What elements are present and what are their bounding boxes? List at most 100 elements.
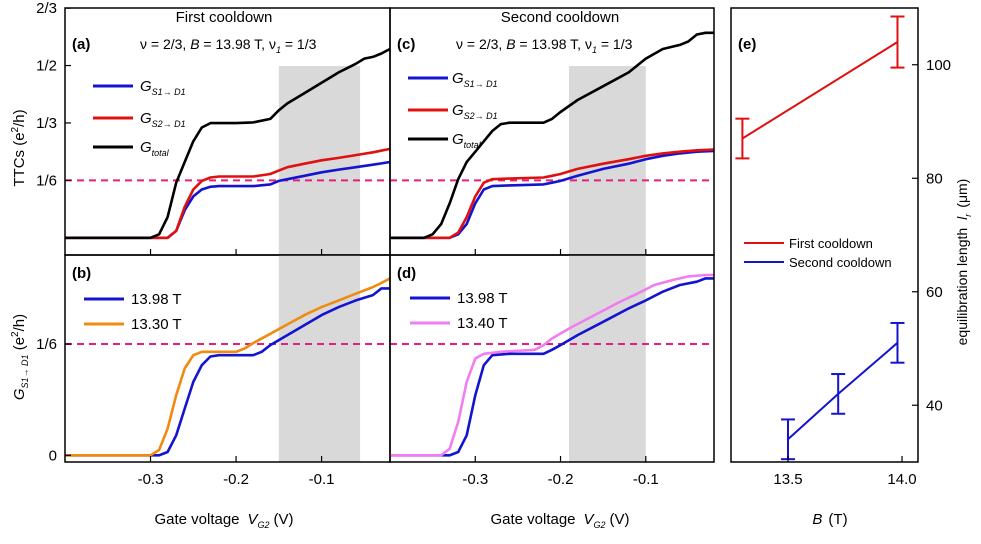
ylabel-ttc: TTCs (e2/h)	[10, 109, 28, 186]
annotation-c-nu: ν = 2/3,	[456, 36, 506, 52]
ylabel-g-var: G	[11, 388, 28, 400]
legend-c: GS1→ D1 GS2→ D1 Gtotal	[408, 70, 498, 150]
ytick-label: 100	[926, 57, 951, 74]
xtick-label: 14.0	[887, 471, 916, 488]
series-line-0	[390, 149, 715, 240]
xtick-label: 13.5	[773, 471, 802, 488]
xlabel-left-var: V	[248, 511, 260, 528]
series-line-1	[787, 342, 899, 441]
ytick-label: 1/3	[36, 115, 57, 132]
shaded-region	[278, 255, 361, 462]
series-line-2	[65, 47, 391, 240]
annotation-c-nu1val: = 1/3	[597, 36, 633, 52]
ylabel-eq-unit: (μm)	[954, 179, 970, 208]
legend-a: GS1→ D1 GS2→ D1 Gtotal	[93, 78, 186, 158]
panel-letter: (c)	[397, 36, 415, 53]
xlabel-right-var: V	[584, 511, 596, 528]
panel-c: (c)	[389, 7, 715, 256]
series-line-2	[390, 31, 714, 240]
xtick-label: -0.2	[223, 471, 249, 488]
ytick-label: 40	[926, 397, 943, 414]
series-line-1	[65, 147, 391, 240]
legend-a-s1sub: S1→ D1	[152, 87, 186, 97]
xlabel-b-unit: (T)	[828, 511, 847, 528]
series-line-1	[390, 273, 714, 457]
legend-a-g1: G	[140, 78, 152, 95]
legend-a-g3: G	[140, 139, 152, 156]
annotation-c-nu1: ν	[585, 36, 592, 52]
annotation-a-nu1: ν	[269, 36, 276, 52]
ylabel-eq: equilibration length lr (μm)	[954, 179, 973, 346]
ytick-label: 2/3	[36, 0, 57, 17]
legend-label-0: 13.98 T	[131, 291, 182, 308]
legend-label-1: Second cooldown	[789, 255, 892, 270]
xlabel-right: Gate voltage VG2 (V)	[490, 511, 629, 530]
ytick-label: 1/2	[36, 58, 57, 75]
annotation-a: ν = 2/3, B = 13.98 T, ν1 = 1/3	[140, 36, 317, 55]
xlabel-right-text: Gate voltage	[490, 511, 575, 528]
legend-c-label-total: Gtotal	[452, 131, 482, 150]
legend-c-g3: G	[452, 131, 464, 148]
xlabel-b: B (T)	[812, 511, 847, 528]
ytick-label: 0	[49, 447, 57, 464]
ylabel-g: GS1→ D1 (e2/h)	[10, 314, 30, 400]
title-second-cooldown: Second cooldown	[501, 9, 619, 26]
annotation-c-nu1sub: 1	[592, 45, 597, 55]
series-line-0	[390, 277, 714, 457]
series-line-1	[65, 277, 391, 457]
ylabel-ttc-sup: 2	[10, 126, 21, 132]
panel-letter: (e)	[738, 36, 756, 53]
ytick-label: 60	[926, 284, 943, 301]
legend-a-s2sub: S2→ D1	[152, 119, 186, 129]
legend-a-g2: G	[140, 110, 152, 127]
legend-label-1: 13.40 T	[457, 315, 508, 332]
annotation-c-b: B	[506, 36, 515, 52]
xtick-label: -0.2	[548, 471, 574, 488]
ylabel-eq-var: l	[954, 216, 970, 220]
xlabel-left: Gate voltage VG2 (V)	[154, 511, 293, 530]
legend-a-label-s1: GS1→ D1	[140, 78, 186, 97]
ylabel-eq-sub: r	[963, 213, 973, 217]
legend-c-totalsub: total	[464, 140, 482, 150]
annotation-a-nu1sub: 1	[276, 45, 281, 55]
xtick-label: -0.1	[633, 471, 659, 488]
xlabel-left-sub: G2	[258, 520, 270, 530]
annotation-a-b: B	[190, 36, 199, 52]
series-line-1	[390, 148, 715, 240]
legend-a-label-total: Gtotal	[140, 139, 170, 158]
legend-label-0: First cooldown	[789, 236, 873, 251]
xlabel-b-var: B	[812, 511, 822, 528]
xlabel-left-unit: (V)	[274, 511, 294, 528]
panel-letter: (b)	[72, 265, 91, 282]
legend-c-label-s2: GS2→ D1	[452, 102, 498, 121]
ylabel-eq-text: equilibration length	[954, 228, 970, 346]
ylabel-g-sub: S1→ D1	[20, 354, 30, 388]
legend-c-s2sub: S2→ D1	[464, 111, 498, 121]
legend-a-label-s2: GS2→ D1	[140, 110, 186, 129]
xlabel-right-sub: G2	[594, 520, 606, 530]
ylabel-ttc-unit: /h)	[11, 109, 28, 127]
ylabel-g-sup: 2	[10, 331, 21, 337]
legend-a-totalsub: total	[152, 148, 170, 158]
ytick-label: 1/6	[36, 336, 57, 353]
panel-b: 1/6 0 -0.3 -0.2 -0.1 (b) 13.98 T 13.30 T	[36, 254, 391, 488]
series-line-0	[65, 287, 390, 457]
ytick-label: 1/6	[36, 172, 57, 189]
ylabel-g-unit2: /h)	[11, 314, 28, 332]
annotation-a-bval: = 13.98 T,	[200, 36, 269, 52]
legend-c-g1: G	[452, 70, 464, 87]
plot-frame	[389, 254, 715, 463]
ylabel-ttc-text: TTCs (e	[11, 132, 28, 186]
xtick-label: -0.3	[138, 471, 164, 488]
annotation-a-nu1val: = 1/3	[281, 36, 317, 52]
annotation-c-bval: = 13.98 T,	[516, 36, 585, 52]
annotation-c: ν = 2/3, B = 13.98 T, ν1 = 1/3	[456, 36, 633, 55]
panel-e: 40 60 80 100 13.5 14.0 (e) First cooldown Second…	[730, 7, 951, 488]
xlabel-left-text: Gate voltage	[154, 511, 239, 528]
ylabel-g-unit: (e	[11, 337, 28, 355]
title-first-cooldown: First cooldown	[176, 9, 273, 26]
xlabel-right-unit: (V)	[610, 511, 630, 528]
plot-frame	[730, 7, 919, 463]
xtick-label: -0.1	[309, 471, 335, 488]
legend-label-0: 13.98 T	[457, 290, 508, 307]
